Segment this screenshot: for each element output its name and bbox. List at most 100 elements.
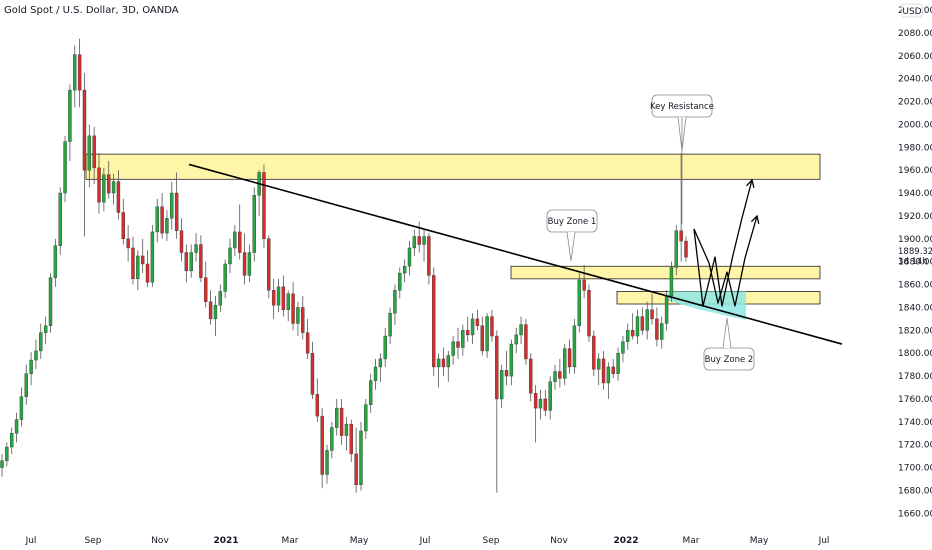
candle-body — [218, 291, 223, 306]
candle — [281, 275, 286, 317]
zone-1 — [85, 153, 821, 180]
buy-zone-2-callout[interactable]: Buy Zone 2 — [703, 317, 755, 371]
buy-zone-2-callout-pointer — [722, 317, 732, 349]
candle-body — [155, 206, 159, 233]
candle-body — [9, 433, 14, 448]
candle — [592, 330, 596, 377]
descending-trendline[interactable] — [188, 163, 843, 345]
candle-body — [349, 423, 353, 455]
candle — [509, 339, 514, 386]
candle-body — [73, 54, 77, 91]
candle — [635, 309, 640, 345]
candle-body — [286, 293, 290, 310]
candle — [199, 235, 203, 283]
currency-badge[interactable]: USD — [901, 3, 923, 18]
candle — [179, 218, 184, 262]
candle-body — [567, 348, 572, 368]
candle-body — [504, 370, 509, 377]
candle-body — [436, 358, 441, 368]
candle-body — [558, 371, 562, 379]
candle-body — [616, 353, 620, 374]
candle — [660, 316, 664, 349]
candle — [378, 353, 383, 382]
candle — [204, 261, 208, 308]
projection-path-2 — [693, 215, 758, 307]
candle — [572, 318, 577, 374]
candle-body — [485, 316, 489, 352]
candle-body — [126, 238, 130, 249]
candle — [92, 126, 96, 184]
buy-zone-1-callout-pointer — [566, 231, 576, 262]
candle — [538, 389, 543, 420]
y-tick-label: 2080.000 — [898, 29, 932, 39]
candle — [427, 233, 431, 285]
projection-arrowhead-2 — [750, 214, 760, 224]
y-tick-label: 1680.000 — [898, 486, 932, 496]
candle — [354, 427, 358, 493]
candle — [276, 278, 281, 313]
candle — [184, 244, 189, 283]
candle — [383, 328, 387, 367]
candle — [461, 324, 465, 356]
candle-body — [228, 247, 232, 265]
candle-body — [422, 236, 426, 245]
candle-body — [315, 394, 320, 417]
callouts-layer[interactable]: Key Resistance Buy Zone 1 Buy Zone 2 — [546, 94, 755, 371]
candle-body — [179, 230, 184, 253]
candle-body — [208, 301, 213, 320]
y-tick-label: 2020.000 — [898, 98, 932, 108]
candle-body — [48, 277, 53, 326]
candle — [480, 316, 484, 356]
candle — [77, 38, 82, 108]
candle — [650, 293, 654, 325]
candle-body — [563, 348, 567, 379]
candle-body — [92, 135, 96, 169]
currency-badge-box — [901, 3, 923, 18]
candle-body — [330, 427, 334, 451]
candle — [24, 364, 28, 405]
x-tick-label: 2022 — [613, 536, 638, 546]
candle-body — [150, 231, 155, 283]
candle-body — [364, 404, 368, 432]
y-tick-label: 1880.000 — [898, 258, 932, 268]
candle-body — [58, 192, 62, 246]
y-tick-label: 1900.000 — [898, 235, 932, 245]
candle — [349, 419, 353, 462]
candle-body — [630, 330, 635, 337]
candle-body — [592, 335, 596, 370]
currency-badge-label: USD — [902, 7, 921, 17]
candle-body — [664, 295, 669, 324]
candle-body — [470, 318, 475, 336]
candle-body — [335, 407, 339, 428]
candle — [330, 421, 334, 459]
candle-body — [53, 245, 58, 278]
candle-body — [34, 350, 38, 361]
candle — [262, 164, 266, 248]
candle-body — [339, 407, 344, 436]
candle-body — [640, 316, 645, 331]
candle-body — [461, 330, 465, 348]
bar-countdown-label: 3d 14h — [898, 257, 928, 267]
candle — [490, 309, 494, 342]
x-tick-label: Jul — [818, 536, 830, 546]
trendline-layer[interactable] — [188, 163, 843, 345]
candle-body — [291, 293, 295, 324]
candle — [432, 267, 436, 377]
candle-body — [655, 318, 659, 340]
candle-body — [276, 286, 281, 306]
candle — [63, 135, 67, 203]
candle — [301, 296, 305, 340]
buy-zone-1-callout[interactable]: Buy Zone 1 — [546, 209, 598, 262]
candle — [669, 261, 674, 302]
candle — [194, 233, 198, 262]
candle-body — [669, 267, 674, 297]
buy-zone-1-callout-label: Buy Zone 1 — [548, 217, 597, 227]
y-tick-label: 1780.000 — [898, 372, 932, 382]
key-resistance-callout[interactable]: Key Resistance — [650, 94, 714, 152]
candle — [630, 313, 635, 340]
candle — [39, 323, 43, 359]
candle — [398, 267, 402, 299]
candle-body — [165, 218, 169, 234]
candle — [242, 233, 247, 285]
